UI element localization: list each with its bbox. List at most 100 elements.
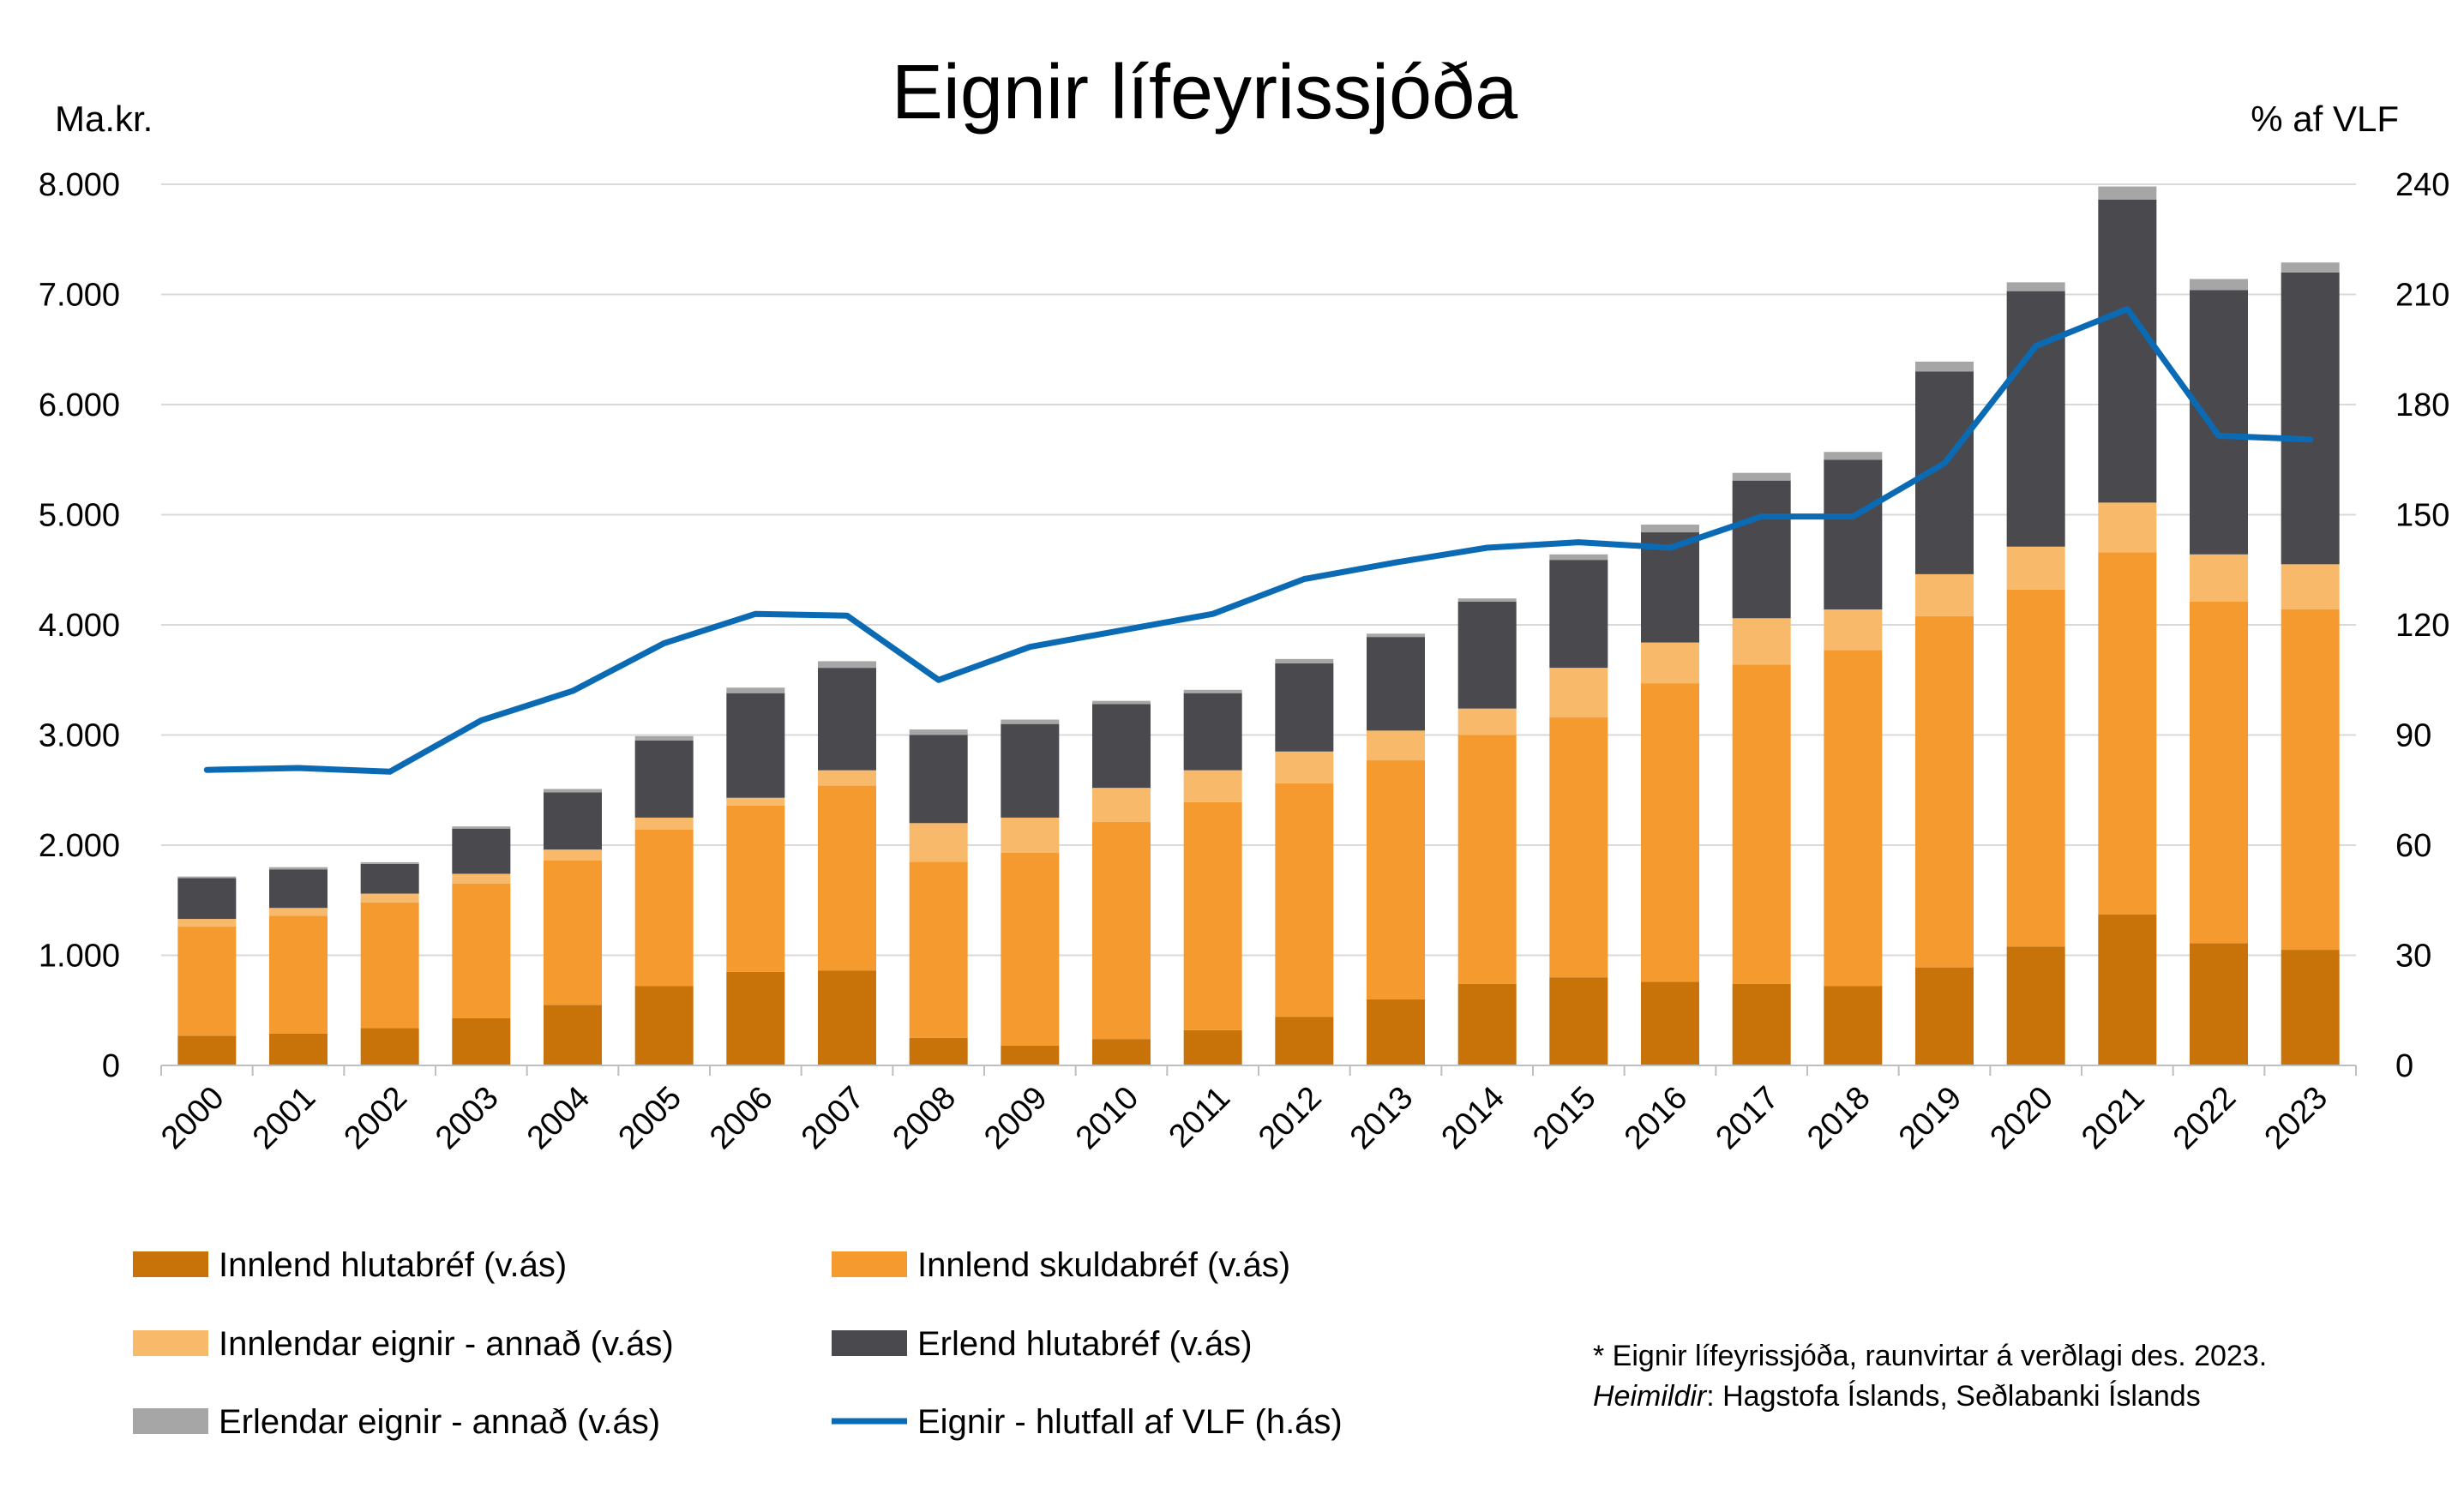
gridlines bbox=[161, 183, 2356, 957]
bar-segment bbox=[452, 883, 511, 1018]
bar-segment bbox=[1732, 472, 1791, 481]
bar-segment bbox=[1732, 618, 1791, 665]
bar-segment bbox=[1275, 783, 1334, 1017]
bar-segment bbox=[1824, 986, 1883, 1065]
bar-segment bbox=[2281, 564, 2340, 610]
bar-segment bbox=[1824, 459, 1883, 610]
bars bbox=[177, 186, 2340, 1065]
bar-segment bbox=[544, 1005, 602, 1065]
x-tick-label: 2005 bbox=[612, 1080, 688, 1156]
bar-segment bbox=[452, 1017, 511, 1065]
bar-segment bbox=[1001, 852, 1060, 1046]
bar-segment bbox=[909, 729, 968, 735]
bar-segment bbox=[1275, 751, 1334, 784]
bar-segment bbox=[544, 849, 602, 861]
x-tick-label: 2014 bbox=[1435, 1080, 1511, 1156]
bar-segment bbox=[1732, 480, 1791, 619]
bar-segment bbox=[269, 908, 328, 916]
bar-segment bbox=[177, 876, 237, 879]
bar-segment bbox=[1183, 801, 1242, 1030]
bar-segment bbox=[1275, 663, 1334, 752]
bar-segment bbox=[360, 902, 419, 1029]
bar-segment bbox=[1092, 1039, 1151, 1065]
bar-segment bbox=[634, 986, 694, 1065]
bar-segment bbox=[1092, 788, 1151, 823]
legend-swatch bbox=[133, 1330, 208, 1356]
bar-segment bbox=[634, 735, 694, 741]
bar-segment bbox=[1275, 658, 1334, 663]
bar-segment bbox=[1092, 700, 1151, 705]
bar-segment bbox=[269, 915, 328, 1034]
bar-segment bbox=[2006, 291, 2065, 547]
bar-segment bbox=[2006, 946, 2065, 1065]
bar-segment bbox=[1915, 967, 1974, 1065]
y-tick-label-right: 90 bbox=[2395, 718, 2431, 754]
legend: Innlend hlutabréf (v.ás) Innlend skuldabr… bbox=[133, 1246, 1343, 1441]
x-tick-label: 2010 bbox=[1069, 1080, 1145, 1156]
bar-segment bbox=[818, 770, 876, 786]
bar-segment bbox=[1183, 693, 1242, 771]
legend-swatch bbox=[832, 1330, 907, 1356]
bar-segment bbox=[2190, 602, 2248, 944]
bar-segment bbox=[1457, 708, 1517, 735]
bar-segment bbox=[2098, 552, 2157, 915]
bar-segment bbox=[818, 668, 876, 771]
y-tick-label-left: 6.000 bbox=[39, 387, 120, 423]
bar-segment bbox=[269, 869, 328, 909]
bar-segment bbox=[1732, 983, 1791, 1065]
bar-segment bbox=[1549, 717, 1608, 978]
bar-segment bbox=[1549, 977, 1608, 1065]
legend-label: Innlendar eignir - annað (v.ás) bbox=[219, 1325, 674, 1363]
bar-segment bbox=[1001, 719, 1060, 724]
bar-segment bbox=[1092, 704, 1151, 789]
bar-segment bbox=[360, 863, 419, 894]
bar-segment bbox=[452, 873, 511, 884]
bar-segment bbox=[1367, 999, 1425, 1065]
x-tick-label: 2008 bbox=[886, 1080, 963, 1156]
gdp-ratio-line-group bbox=[203, 306, 2314, 775]
y-tick-label-left: 2.000 bbox=[39, 828, 120, 864]
x-tick-label: 2023 bbox=[2258, 1080, 2335, 1156]
bar-segment bbox=[1367, 633, 1425, 638]
bar-segment bbox=[360, 1028, 419, 1065]
x-tick-label: 2012 bbox=[1252, 1080, 1328, 1156]
bar-segment bbox=[2281, 262, 2340, 273]
bar-segment bbox=[2098, 186, 2157, 200]
bar-segment bbox=[1549, 560, 1608, 669]
gdp-ratio-line bbox=[203, 306, 2314, 775]
bar-segment bbox=[909, 1037, 968, 1065]
bar-segment bbox=[2098, 199, 2157, 503]
bar-segment bbox=[2098, 502, 2157, 553]
x-tick-label: 2006 bbox=[703, 1080, 779, 1156]
bar-segment bbox=[2006, 282, 2065, 291]
x-tick-label: 2007 bbox=[795, 1080, 871, 1156]
x-tick-label: 2004 bbox=[520, 1080, 597, 1156]
bar-segment bbox=[269, 1033, 328, 1065]
x-tick-label: 2022 bbox=[2167, 1080, 2243, 1156]
x-tick-label: 2018 bbox=[1800, 1080, 1877, 1156]
y-tick-label-right: 0 bbox=[2395, 1048, 2413, 1084]
bar-segment bbox=[1549, 554, 1608, 561]
bar-segment bbox=[269, 867, 328, 870]
bar-segment bbox=[2006, 589, 2065, 947]
legend-label: Erlend hlutabréf (v.ás) bbox=[917, 1325, 1253, 1363]
x-tick-label: 2002 bbox=[338, 1080, 414, 1156]
x-tick-label: 2009 bbox=[977, 1080, 1054, 1156]
bar-segment bbox=[726, 687, 785, 693]
legend-swatch bbox=[832, 1251, 907, 1277]
bar-segment bbox=[634, 740, 694, 818]
note-sources-label: Heimildir bbox=[1593, 1380, 1708, 1413]
bar-segment bbox=[177, 927, 237, 1036]
bar-segment bbox=[1824, 650, 1883, 987]
bar-segment bbox=[1275, 1017, 1334, 1065]
bar-segment bbox=[2098, 914, 2157, 1065]
bar-segment bbox=[1457, 602, 1517, 709]
x-tick-label: 2016 bbox=[1618, 1080, 1694, 1156]
legend-swatch bbox=[133, 1408, 208, 1434]
y-tick-label-right: 150 bbox=[2395, 498, 2449, 534]
bar-segment bbox=[2190, 290, 2248, 555]
bar-segment bbox=[818, 970, 876, 1065]
bar-segment bbox=[544, 792, 602, 850]
y-tick-label-left: 4.000 bbox=[39, 608, 120, 644]
legend-swatch bbox=[133, 1251, 208, 1277]
